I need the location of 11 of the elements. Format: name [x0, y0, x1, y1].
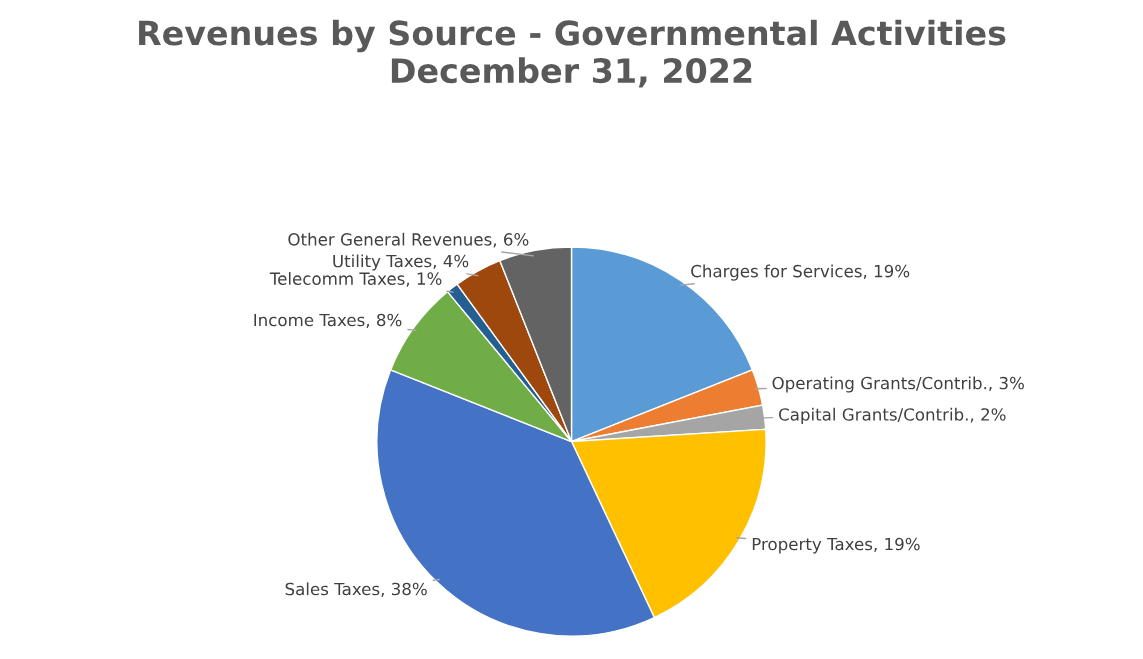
slice-label: Sales Taxes, 38% [285, 582, 427, 597]
slice-label: Property Taxes, 19% [752, 537, 920, 554]
slice-label: Telecomm Taxes, 1% [269, 272, 442, 287]
chart-subtitle: December 31, 2022 [391, 57, 752, 88]
slice-label: Utility Taxes, 4% [333, 254, 469, 271]
slice-label: Operating Grants/Contrib., 3% [772, 376, 1024, 393]
chart-title: Revenues by Source - Governmental Activities [139, 19, 1006, 53]
slice-label: Capital Grants/Contrib., 2% [779, 407, 1006, 424]
slice-label: Other General Revenues, 6% [288, 232, 529, 248]
slice-label: Income Taxes, 8% [254, 313, 402, 328]
slice-label: Charges for Services, 19% [691, 264, 910, 281]
